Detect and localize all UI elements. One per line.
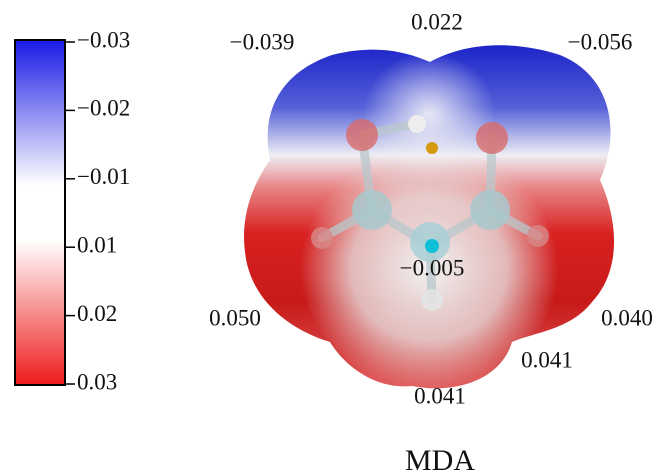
colorbar-gradient	[15, 40, 65, 385]
figure: −0.03 −0.02 −0.01 0.01 0.02 0.03 0.022 −0.039 −0…	[0, 0, 662, 474]
colorbar	[15, 40, 65, 385]
potential-label: 0.041	[521, 347, 573, 372]
potential-label: −0.056	[568, 29, 633, 54]
potential-label: −0.039	[230, 29, 295, 54]
colorbar-tick-label: 0.02	[77, 301, 117, 326]
potential-label: 0.040	[601, 305, 653, 330]
colorbar-tick-label: −0.02	[77, 96, 130, 121]
potential-label: 0.041	[414, 383, 466, 408]
colorbar-tick-label: 0.01	[77, 232, 117, 257]
caption: MDA	[405, 444, 475, 474]
colorbar-tick-label: 0.03	[77, 369, 117, 394]
colorbar-tick-label: −0.03	[77, 27, 130, 52]
colorbar-tick-label: −0.01	[77, 164, 130, 189]
potential-label: −0.005	[400, 255, 465, 280]
potential-label: 0.022	[411, 9, 463, 34]
molecule-surface	[244, 45, 614, 388]
potential-label: 0.050	[209, 305, 261, 330]
